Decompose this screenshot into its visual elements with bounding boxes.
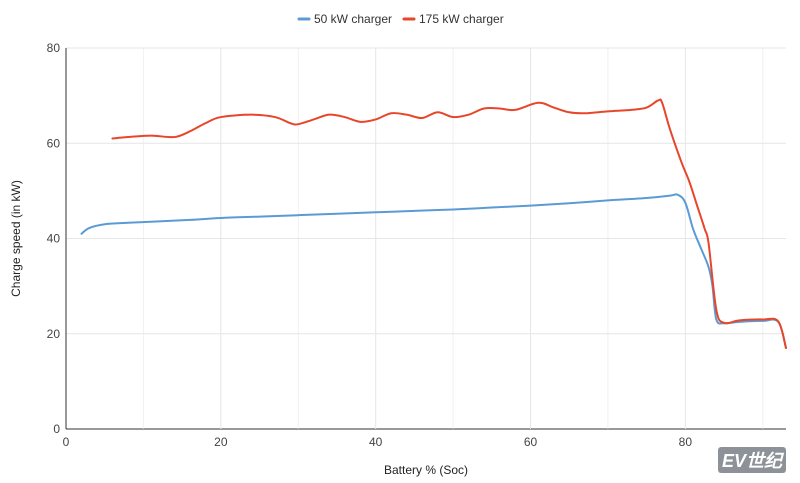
watermark-logo: EV世纪 [717, 447, 786, 473]
series-lines [80, 98, 787, 350]
y-tick-label: 60 [47, 136, 61, 150]
x-tick-label: 60 [524, 435, 538, 449]
series-line-2 [111, 98, 787, 350]
y-tick-label: 0 [53, 422, 60, 436]
y-tick-label: 40 [47, 232, 61, 246]
x-tick-label: 20 [214, 435, 228, 449]
grid-lines [65, 47, 786, 430]
x-tick-label: 40 [369, 435, 383, 449]
y-tick-label: 80 [47, 41, 61, 55]
y-axis-title: Charge speed (in kW) [9, 180, 23, 297]
tick-labels: 0 20 40 60 80 0 20 40 60 80 [47, 41, 693, 449]
x-tick-label: 80 [679, 435, 693, 449]
legend-label-2: 175 kW charger [419, 12, 504, 26]
x-axis-title: Battery % (Soc) [384, 463, 468, 477]
series-line-1 [80, 193, 787, 350]
legend: 50 kW charger 175 kW charger [297, 12, 504, 26]
x-tick-label: 0 [63, 435, 70, 449]
y-tick-label: 20 [47, 327, 61, 341]
legend-label-1: 50 kW charger [314, 12, 392, 26]
